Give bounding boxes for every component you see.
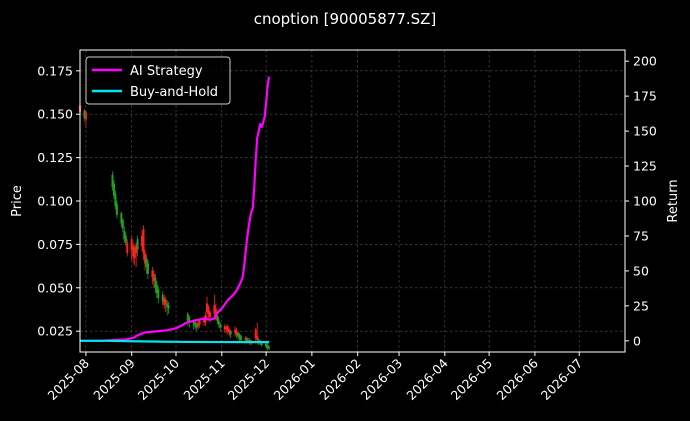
candle-body: [228, 329, 231, 333]
buyhold-line: [80, 339, 270, 344]
candle-body: [197, 322, 200, 326]
candle-body: [112, 183, 115, 196]
right-tick-label: 50: [633, 263, 649, 278]
candle-body: [83, 110, 86, 118]
candle-body: [192, 320, 195, 325]
candle-body: [121, 220, 124, 229]
candle-body: [235, 331, 238, 335]
candle-body: [130, 239, 133, 250]
legend-label-buyhold: Buy-and-Hold: [130, 85, 218, 100]
candle-body: [214, 308, 217, 316]
candle-body: [143, 253, 146, 264]
right-tick-label: 0: [633, 333, 641, 348]
candle-body: [223, 325, 226, 330]
candle-body: [123, 230, 126, 240]
candle-body: [239, 336, 242, 340]
candle-body: [254, 329, 257, 339]
candle-body: [151, 270, 154, 278]
candle-body: [206, 303, 209, 313]
candle-body: [124, 235, 127, 243]
candle-body: [265, 343, 268, 347]
left-tick-label: 0.050: [37, 280, 73, 295]
left-tick-label: 0.025: [37, 324, 73, 339]
candle-body: [115, 204, 118, 215]
candle-body: [238, 334, 241, 339]
candle-body: [155, 284, 158, 293]
candle-body: [111, 174, 114, 188]
right-tick-label: 125: [633, 159, 657, 174]
candle-body: [133, 247, 136, 259]
candle-body: [229, 331, 232, 335]
line-layer: [80, 76, 271, 344]
candle-body: [213, 305, 216, 314]
candle-body: [142, 228, 145, 254]
candle-body: [164, 299, 167, 304]
candle-body: [194, 322, 197, 326]
candle-body: [186, 313, 189, 321]
right-axis-label: Return: [666, 179, 681, 222]
candle-body: [216, 315, 219, 321]
candle-body: [219, 324, 222, 328]
candle-body: [245, 338, 248, 342]
candle-body: [268, 346, 271, 349]
candle-body: [247, 339, 250, 342]
candle-body: [161, 294, 164, 302]
candle-body: [166, 303, 169, 307]
candle-body: [256, 336, 259, 340]
candle-body: [207, 306, 210, 314]
right-tick-label: 200: [633, 54, 657, 69]
candle-body: [126, 242, 129, 254]
right-tick-label: 75: [633, 228, 649, 243]
candle-body: [195, 324, 198, 328]
left-tick-label: 0.100: [37, 194, 73, 209]
candle-body: [136, 239, 139, 250]
candle-body: [163, 298, 166, 306]
candle-body: [135, 246, 138, 254]
candle-body: [152, 273, 155, 281]
candle-body: [132, 246, 135, 257]
candle-body: [141, 235, 144, 247]
candle-body: [114, 194, 117, 207]
right-tick-label: 100: [633, 194, 657, 209]
candle-body: [198, 320, 201, 325]
candle-body: [203, 319, 206, 323]
candle-body: [208, 312, 211, 318]
candle-body: [188, 317, 191, 323]
candle-body: [226, 325, 229, 332]
legend-label-strategy: AI Strategy: [130, 64, 203, 79]
candle-body: [84, 112, 87, 120]
left-axis-label: Price: [10, 185, 25, 217]
left-tick-label: 0.125: [37, 150, 73, 165]
candle-body: [167, 305, 170, 309]
candle-layer: [79, 103, 271, 351]
chart-title: cnoption [90005877.SZ]: [254, 10, 437, 28]
candle-body: [237, 332, 240, 337]
candle-body: [145, 258, 148, 267]
right-tick-label: 150: [633, 124, 657, 139]
left-tick-label: 0.175: [37, 63, 73, 78]
candle-body: [146, 263, 149, 274]
legend: AI Strategy Buy-and-Hold: [85, 56, 231, 105]
candle-body: [225, 327, 228, 330]
left-tick-label: 0.150: [37, 107, 73, 122]
right-tick-label: 25: [633, 298, 649, 313]
left-tick-label: 0.075: [37, 237, 73, 252]
candle-body: [217, 320, 220, 325]
candle-body: [120, 213, 123, 224]
strategy-line: [80, 76, 271, 342]
candle-body: [234, 329, 237, 333]
candle-body: [154, 277, 157, 288]
candle-body: [157, 289, 160, 299]
right-tick-label: 175: [633, 89, 657, 104]
candle-body: [266, 345, 269, 349]
candle-body: [244, 338, 247, 340]
candle-body: [260, 343, 263, 346]
